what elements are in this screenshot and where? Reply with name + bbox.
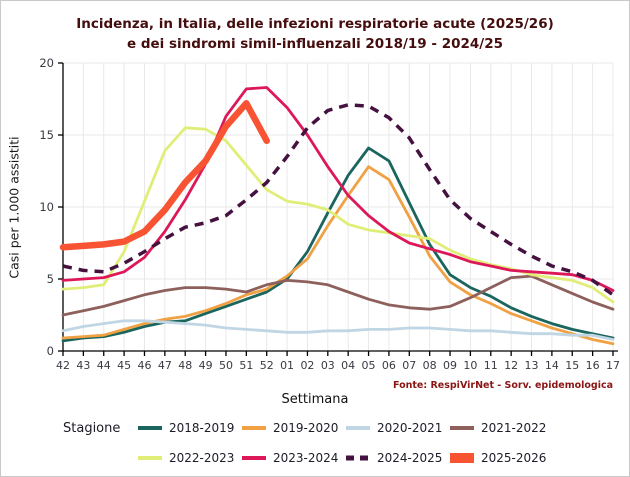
legend: Stagione 2018-2019 2019-2020 2020-2021 2021…: [63, 415, 553, 475]
source-note: Fonte: RespiVirNet - Sorv. epidemologica: [392, 380, 613, 391]
x-tick-label: 43: [76, 359, 90, 372]
legend-swatch-2023-2024: [242, 456, 266, 460]
y-axis-label: Casi per 1.000 assistiti: [6, 136, 22, 279]
y-tick-label: 5: [47, 272, 54, 286]
legend-item-2018-2019: 2018-2019: [137, 421, 241, 435]
series-line-2020-2021: [61, 319, 615, 341]
x-tick-label: 11: [484, 359, 498, 372]
chart-title-line2: e dei sindromi simil-influenzali 2018/19…: [127, 36, 503, 53]
y-tick-label: 0: [47, 344, 54, 358]
legend-swatch-2019-2020: [242, 426, 266, 430]
x-tick-label: 47: [158, 359, 172, 372]
y-tick-label: 10: [39, 200, 54, 214]
x-tick-label: 51: [239, 359, 253, 372]
legend-label-2018-2019: 2018-2019: [169, 421, 235, 435]
legend-item-2022-2023: 2022-2023: [137, 451, 241, 465]
legend-item-2020-2021: 2020-2021: [345, 421, 449, 435]
x-tick-label: 01: [280, 359, 294, 372]
legend-item-2025-2026: 2025-2026: [449, 451, 553, 465]
x-tick-label: 02: [300, 359, 314, 372]
x-tick-label: 12: [504, 359, 518, 372]
x-tick-label: 14: [545, 359, 559, 372]
legend-swatch-2025-2026: [450, 453, 474, 463]
legend-swatch-2021-2022: [450, 426, 474, 430]
legend-row-2: 2022-2023 2023-2024 2024-2025 2025-2026: [63, 445, 553, 471]
legend-label-2019-2020: 2019-2020: [273, 421, 339, 435]
y-tick-label: 20: [39, 56, 54, 70]
x-tick-label: 13: [525, 359, 539, 372]
legend-swatch-2018-2019: [138, 426, 162, 430]
x-tick-label: 04: [341, 359, 355, 372]
series-line-2021-2022: [61, 274, 615, 317]
x-axis-label: Settimana: [281, 392, 349, 407]
series-line-2018-2019: [61, 146, 615, 343]
x-tick-label: 45: [117, 359, 131, 372]
x-tick-label: 42: [56, 359, 70, 372]
legend-swatch-2020-2021: [346, 426, 370, 430]
legend-label-2022-2023: 2022-2023: [169, 451, 235, 465]
x-tick-label: 03: [321, 359, 335, 372]
x-tick-label: 07: [402, 359, 416, 372]
legend-item-2021-2022: 2021-2022: [449, 421, 553, 435]
legend-label-2023-2024: 2023-2024: [273, 451, 339, 465]
legend-title: Stagione: [63, 420, 121, 436]
legend-label-2020-2021: 2020-2021: [377, 421, 443, 435]
y-tick-label: 15: [39, 128, 54, 142]
chart-title-line1: Incidenza, in Italia, delle infezioni re…: [76, 16, 554, 32]
x-tick-label: 16: [586, 359, 600, 372]
x-tick-label: 08: [423, 359, 437, 372]
x-tick-label: 50: [219, 359, 233, 372]
series-line-2025-2026: [59, 100, 270, 251]
legend-item-2024-2025: 2024-2025: [345, 451, 449, 465]
x-tick-label: 44: [97, 359, 111, 372]
legend-label-2025-2026: 2025-2026: [481, 451, 547, 465]
x-tick-label: 48: [178, 359, 192, 372]
x-tick-label: 49: [199, 359, 213, 372]
chart-title: Incidenza, in Italia, delle infezioni re…: [1, 14, 629, 55]
x-tick-label: 15: [565, 359, 579, 372]
legend-swatch-2022-2023: [138, 456, 162, 460]
legend-swatch-2024-2025: [346, 455, 370, 461]
legend-item-2023-2024: 2023-2024: [241, 451, 345, 465]
x-tick-label: 05: [362, 359, 376, 372]
legend-item-2019-2020: 2019-2020: [241, 421, 345, 435]
series-line-2023-2024: [61, 86, 615, 292]
x-tick-label: 17: [606, 359, 620, 372]
x-tick-label: 09: [443, 359, 457, 372]
legend-label-2021-2022: 2021-2022: [481, 421, 547, 435]
x-tick-label: 46: [137, 359, 151, 372]
gridlines: [62, 62, 614, 351]
legend-label-2024-2025: 2024-2025: [377, 451, 443, 465]
series-line-2024-2025: [62, 103, 615, 297]
x-tick-label: 52: [260, 359, 274, 372]
x-tick-label: 06: [382, 359, 396, 372]
x-tick-label: 10: [463, 359, 477, 372]
legend-row-1: Stagione 2018-2019 2019-2020 2020-2021 2021…: [63, 415, 553, 441]
